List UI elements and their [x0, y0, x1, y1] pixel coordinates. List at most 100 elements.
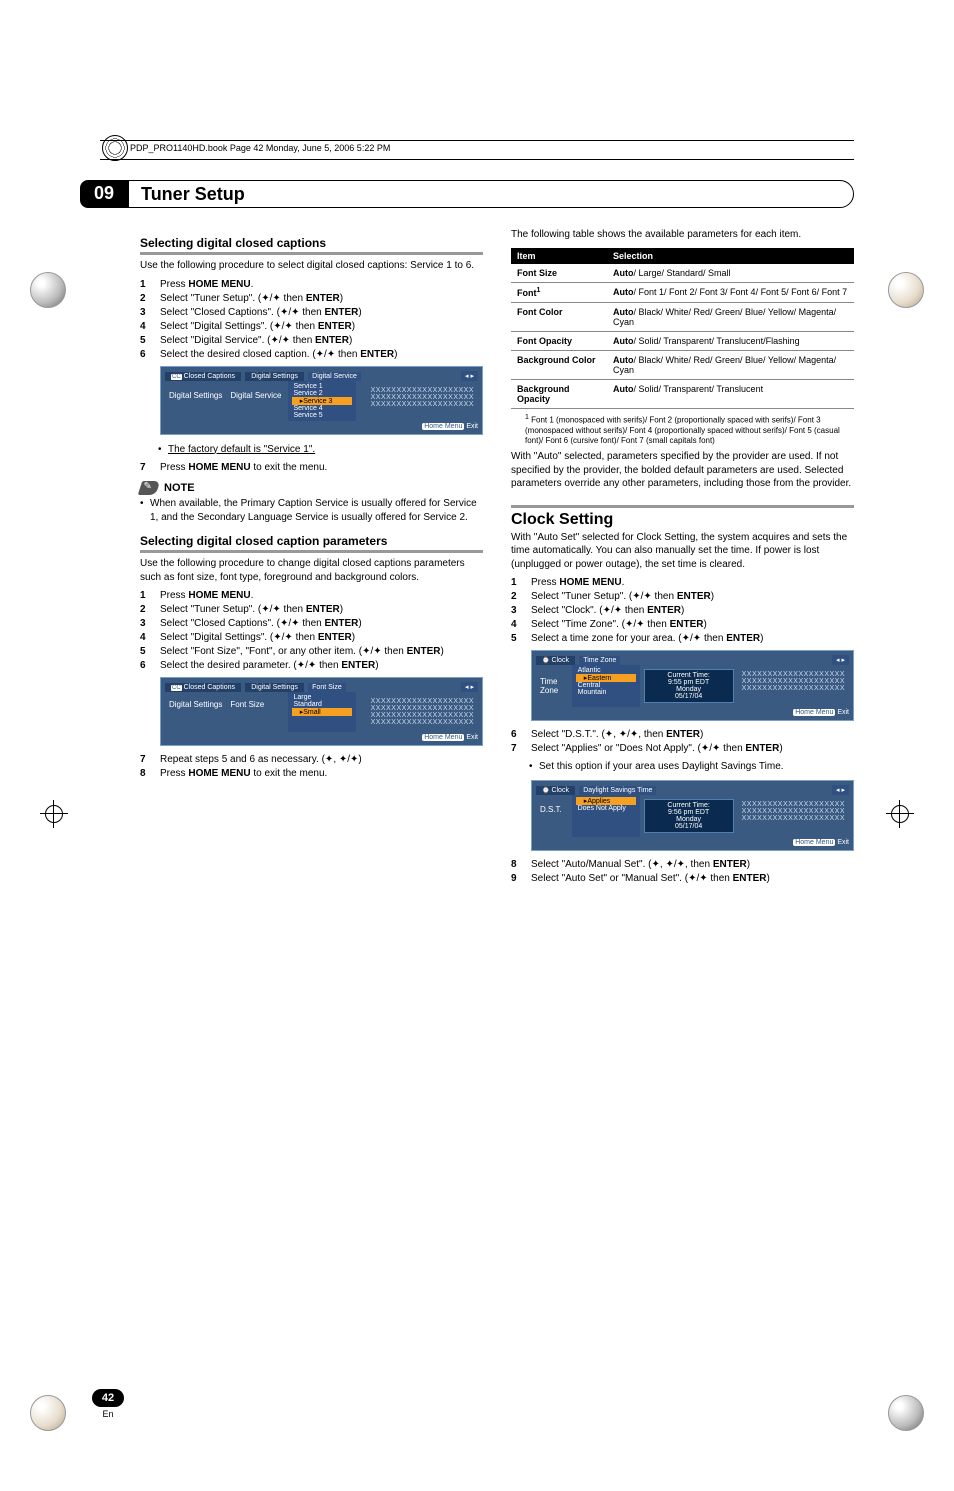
osd-option: Mountain [578, 689, 607, 696]
step-bold: ENTER [318, 321, 352, 332]
parameters-table: ItemSelection Font SizeAuto/ Large/ Stan… [511, 248, 854, 409]
step-bold: ENTER [713, 859, 747, 870]
param-rest: / Solid/ Transparent/ Translucent [634, 384, 764, 394]
step-text: Select "Applies" or "Does Not Apply". ( [531, 743, 701, 754]
step-bold: ENTER [670, 619, 704, 630]
step-bold: ENTER [733, 873, 767, 884]
osd-label: Time Zone [540, 677, 568, 695]
step-text: Select "D.S.T.". ( [531, 729, 605, 740]
note-label: NOTE [164, 482, 195, 494]
step-text: . [251, 279, 254, 290]
step-text: Select "Tuner Setup". ( [160, 604, 261, 615]
osd-dst: ⌚ Clock Daylight Savings Time ◂ ▸ D.S.T.… [531, 780, 854, 851]
page: PDP_PRO1140HD.book Page 42 Monday, June … [0, 140, 954, 1491]
osd-home-menu: Home Menu [422, 734, 464, 741]
step-text: Select "Auto/Manual Set". ( [531, 859, 652, 870]
osd-home-menu: Home Menu [793, 709, 835, 716]
step-text: , then [638, 729, 666, 740]
param-default: Auto [613, 336, 634, 346]
osd-time-label: Current Time: [649, 672, 729, 679]
step-bold: ENTER [647, 605, 681, 616]
osd-time-label: Current Time: [649, 802, 729, 809]
step-text: Select "Font Size", "Font", or any other… [160, 646, 362, 657]
step-text: Select "Tuner Setup". ( [160, 293, 261, 304]
osd-header: Time Zone [579, 656, 620, 665]
heading-sdcc: Selecting digital closed captions [140, 236, 483, 255]
param-name: Font Opacity [511, 331, 607, 350]
sdcc-steps: 1Press HOME MENU. 2Select "Tuner Setup".… [140, 279, 483, 360]
step-bold: ENTER [306, 604, 340, 615]
param-rest: / Font 1/ Font 2/ Font 3/ Font 4/ Font 5… [634, 287, 848, 297]
osd-crumb: Digital Settings [245, 683, 304, 692]
osd-crumb: Closed Captions [184, 373, 235, 380]
clock-steps: 1Press HOME MENU. 2Select "Tuner Setup".… [511, 577, 854, 644]
osd-option: Service 1 [294, 383, 323, 390]
step-subnote: Set this option if your area uses Daylig… [529, 760, 854, 774]
step-text: Select "Auto Set" or "Manual Set". ( [531, 873, 688, 884]
step-text: Select the desired parameter. ( [160, 660, 297, 671]
osd-label: Digital Settings [169, 700, 222, 709]
osd-option: Service 4 [294, 405, 323, 412]
osd-crumb: Clock [551, 787, 569, 794]
sdccp-steps: 1Press HOME MENU. 2Select "Tuner Setup".… [140, 590, 483, 671]
step-text: Select "Clock". ( [531, 605, 603, 616]
step-text: Select "Digital Settings". ( [160, 321, 273, 332]
step-bold: HOME MENU [188, 768, 250, 779]
page-lang: En [88, 1409, 128, 1419]
osd-day: Monday [649, 686, 729, 693]
step-text: Press [160, 590, 188, 601]
print-registration-mark [30, 1395, 66, 1431]
chapter-title-wrap: Tuner Setup [128, 180, 854, 208]
osd-exit: Exit [837, 839, 849, 846]
osd-option: Does Not Apply [578, 805, 626, 812]
chapter-bar: 09 Tuner Setup [80, 180, 854, 208]
param-name: Font Color [511, 302, 607, 331]
crop-mark-right [886, 800, 914, 828]
osd-time-zone: ⌚ Clock Time Zone ◂ ▸ Time Zone Atlantic… [531, 650, 854, 721]
param-rest: / Black/ White/ Red/ Green/ Blue/ Yellow… [613, 307, 836, 327]
osd-font-size: CC Closed Captions Digital Settings Font… [160, 677, 483, 746]
step-bold: ENTER [325, 307, 359, 318]
clock-intro: With "Auto Set" selected for Clock Setti… [511, 531, 854, 572]
osd-crumb: Digital Settings [245, 372, 304, 381]
sdcc-intro: Use the following procedure to select di… [140, 259, 483, 273]
step-bold: ENTER [745, 743, 779, 754]
heading-clock: Clock Setting [511, 505, 854, 529]
table-intro: The following table shows the available … [511, 228, 854, 242]
step-text: Press [160, 279, 188, 290]
param-default: Auto [613, 307, 634, 317]
param-default: Auto [613, 268, 634, 278]
step-text: Select "Closed Captions". ( [160, 307, 280, 318]
osd-home-menu: Home Menu [793, 839, 835, 846]
step-text: Press [160, 462, 188, 473]
crop-mark-left [40, 800, 68, 828]
step-bold: HOME MENU [559, 577, 621, 588]
step-text: to exit the menu. [251, 462, 328, 473]
osd-option: Central [578, 682, 601, 689]
param-rest: / Solid/ Transparent/ Translucent/Flashi… [634, 336, 800, 346]
param-rest: / Black/ White/ Red/ Green/ Blue/ Yellow… [613, 355, 836, 375]
param-default: Auto [613, 287, 634, 297]
param-default: Auto [613, 355, 634, 365]
osd-option: Service 2 [294, 390, 323, 397]
osd-option-selected: Applies [587, 798, 610, 805]
step-text: Press [531, 577, 559, 588]
chapter-number: 09 [80, 180, 128, 208]
osd-value: Digital Service [230, 391, 281, 400]
osd-exit: Exit [466, 734, 478, 741]
param-default: Auto [613, 384, 634, 394]
step-text: Select "Time Zone". ( [531, 619, 625, 630]
step-text: then [281, 293, 306, 304]
osd-exit: Exit [466, 423, 478, 430]
page-number: 42 [92, 1389, 124, 1407]
step-text: to exit the menu. [251, 768, 328, 779]
step-bold: HOME MENU [188, 462, 250, 473]
th-selection: Selection [607, 248, 854, 264]
osd-option: Service 5 [294, 412, 323, 419]
osd-date: 05/17/04 [649, 823, 729, 830]
osd-option: Large [294, 694, 312, 701]
step-bold: ENTER [325, 618, 359, 629]
param-rest: / Large/ Standard/ Small [634, 268, 731, 278]
step-bold: ENTER [318, 632, 352, 643]
osd-option-selected: Service 3 [303, 398, 332, 405]
